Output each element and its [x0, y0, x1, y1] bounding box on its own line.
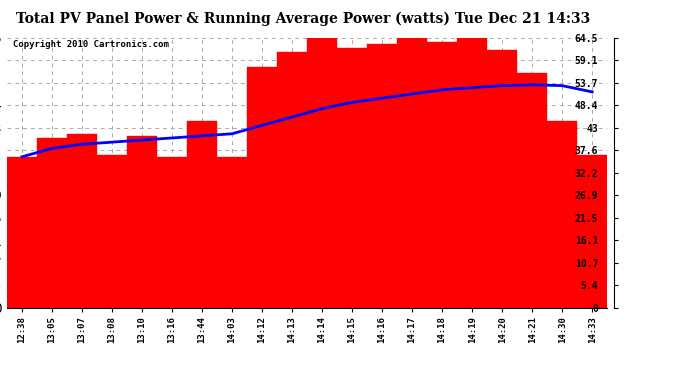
Bar	[547, 121, 578, 308]
Bar	[127, 136, 157, 308]
Bar	[67, 134, 97, 308]
Text: Copyright 2010 Cartronics.com: Copyright 2010 Cartronics.com	[13, 40, 169, 49]
Bar	[7, 157, 37, 308]
Bar	[157, 157, 187, 308]
Bar	[578, 155, 607, 308]
Bar	[277, 52, 307, 308]
Bar	[37, 138, 67, 308]
Bar	[427, 42, 457, 308]
Bar	[487, 50, 518, 308]
Bar	[247, 67, 277, 308]
Text: Total PV Panel Power & Running Average Power (watts) Tue Dec 21 14:33: Total PV Panel Power & Running Average P…	[17, 11, 591, 26]
Bar	[367, 44, 397, 308]
Bar	[307, 33, 337, 308]
Bar	[337, 48, 367, 308]
Bar	[457, 33, 487, 308]
Bar	[217, 157, 247, 308]
Bar	[187, 121, 217, 308]
Bar	[397, 35, 427, 308]
Bar	[97, 155, 127, 308]
Bar	[518, 73, 547, 308]
